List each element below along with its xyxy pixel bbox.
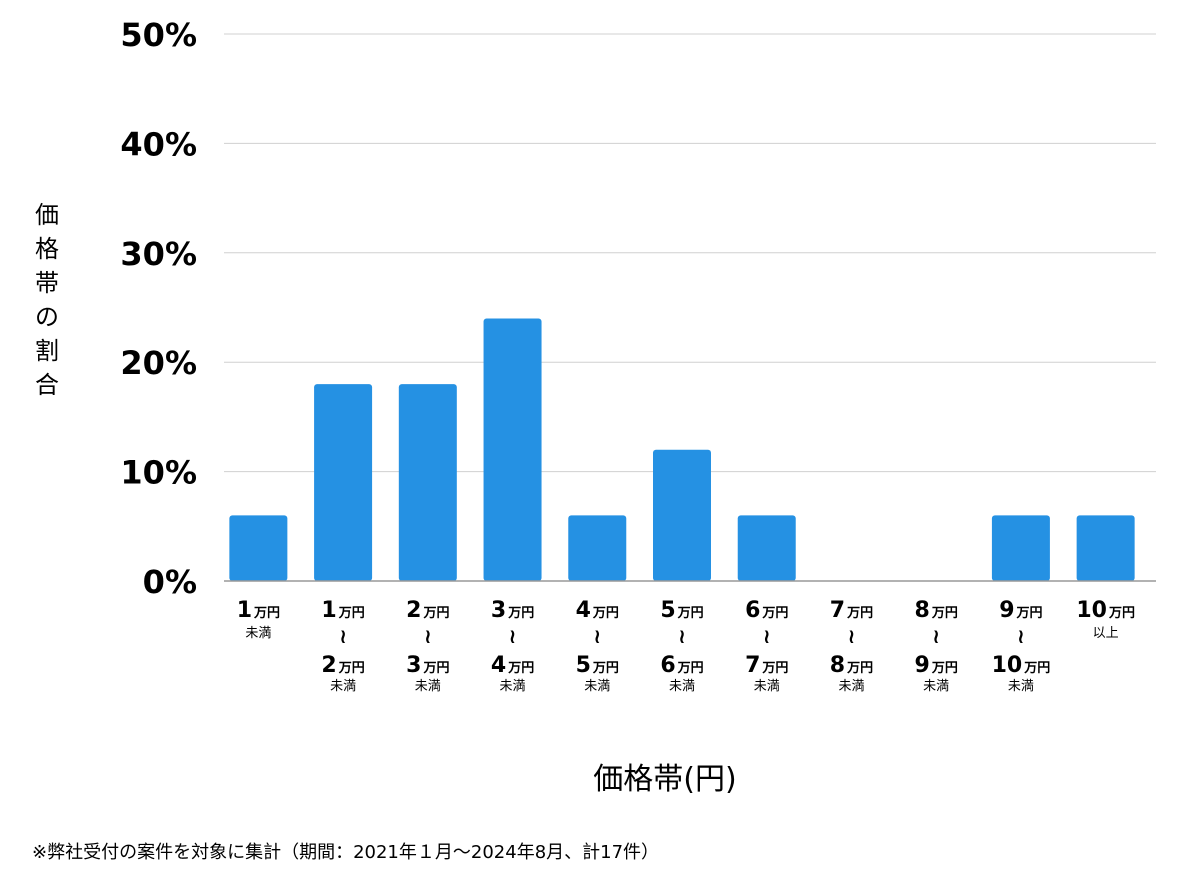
x-tick-line: 6 万円 — [660, 653, 703, 678]
x-tick-line: 4 万円 — [491, 653, 534, 678]
bar — [1076, 515, 1135, 581]
x-tick-note: 未満 — [923, 679, 949, 694]
range-symbol: ≀ — [1017, 624, 1025, 648]
bar — [229, 515, 288, 581]
x-tick-line: 4 万円 — [576, 598, 619, 623]
x-tick-line: 9 万円 — [999, 598, 1042, 623]
range-symbol: ≀ — [932, 624, 940, 648]
x-tick-line: 8 万円 — [830, 653, 873, 678]
x-tick-line: 9 万円 — [915, 653, 958, 678]
y-axis-label-char: 格 — [35, 235, 59, 263]
x-tick-line: 10 万円 — [992, 653, 1051, 678]
y-axis-label-char: 価 — [35, 201, 59, 229]
x-tick-note: 未満 — [669, 679, 695, 694]
gridlines — [224, 33, 1156, 473]
x-tick-line: 3 万円 — [491, 598, 534, 623]
y-axis-label-char: 合 — [35, 371, 59, 399]
range-symbol: ≀ — [424, 624, 432, 648]
range-symbol: ≀ — [848, 624, 856, 648]
range-symbol: ≀ — [509, 624, 517, 648]
range-symbol: ≀ — [594, 624, 602, 648]
y-axis-ticks: 0% 10% 20% 30% 40% 50% — [120, 16, 197, 601]
x-tick-line: 2 万円 — [406, 598, 449, 623]
y-axis-label: 価格帯の割合 — [30, 198, 64, 402]
footnote: ※弊社受付の案件を対象に集計（期間：2021年１月〜2024年8月、計17件） — [32, 842, 660, 863]
bar — [314, 384, 373, 581]
x-tick-line: 2 万円 — [321, 653, 364, 678]
range-symbol: ≀ — [763, 624, 771, 648]
bar — [653, 449, 711, 581]
x-tick-line: 5 万円 — [576, 653, 619, 678]
y-axis-label-char: 帯 — [35, 269, 59, 297]
x-tick-note: 未満 — [330, 679, 356, 694]
x-tick-line: 7 万円 — [830, 598, 873, 623]
x-tick-note: 未満 — [754, 679, 780, 694]
x-tick-note: 未満 — [500, 679, 526, 694]
y-axis-label-char: の — [35, 303, 59, 331]
y-axis-label-char: 割 — [35, 337, 59, 365]
y-tick-label: 10% — [120, 454, 197, 492]
x-tick-line: 1 万円 — [321, 598, 364, 623]
y-tick-label: 40% — [120, 125, 197, 163]
x-tick-line: 5 万円 — [660, 598, 703, 623]
x-tick-line: 3 万円 — [406, 653, 449, 678]
y-tick-label: 50% — [120, 16, 197, 54]
y-tick-label: 0% — [143, 563, 197, 601]
x-tick-line: 1 万円 — [237, 598, 280, 623]
bar — [398, 384, 457, 581]
bar — [568, 515, 627, 581]
x-tick-line: 10 万円 — [1076, 598, 1135, 623]
x-tick-note: 未満 — [1008, 679, 1034, 694]
x-tick-note: 未満 — [245, 626, 271, 641]
bars — [229, 318, 1135, 581]
x-tick-note: 未満 — [838, 679, 864, 694]
x-tick-note: 未満 — [584, 679, 610, 694]
x-tick-note: 以上 — [1093, 626, 1119, 641]
bar — [737, 515, 796, 581]
x-tick-note: 未満 — [415, 679, 441, 694]
x-tick-line: 7 万円 — [745, 653, 788, 678]
y-tick-label: 30% — [120, 235, 197, 273]
bar — [483, 318, 542, 581]
y-tick-label: 20% — [120, 344, 197, 382]
range-symbol: ≀ — [339, 624, 347, 648]
x-axis-label: 価格帯(円) — [593, 762, 737, 797]
range-symbol: ≀ — [678, 624, 686, 648]
bar — [991, 515, 1050, 581]
x-tick-line: 8 万円 — [915, 598, 958, 623]
x-tick-line: 6 万円 — [745, 598, 788, 623]
